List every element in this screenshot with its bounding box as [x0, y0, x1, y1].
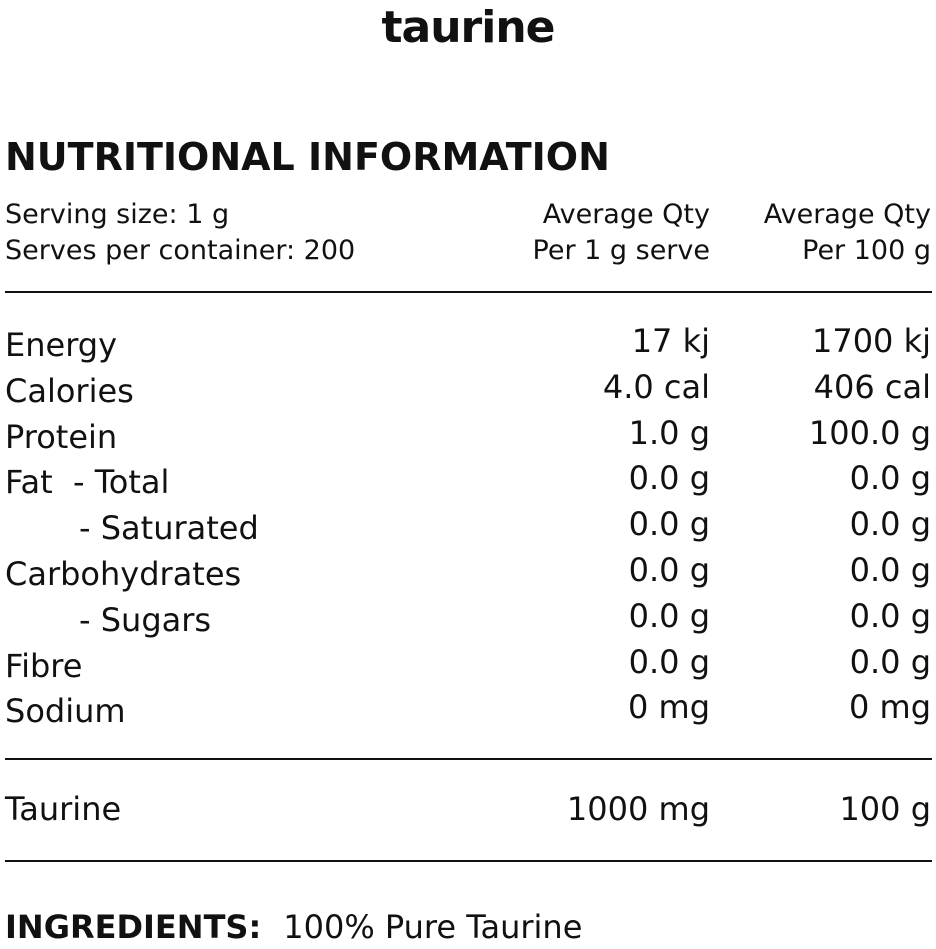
nutrient-per-100g: 406 cal — [813, 367, 931, 406]
nutrient-label: Fibre — [5, 646, 83, 685]
nutrient-per-serve: 1000 mg — [566, 790, 710, 828]
table-row-fat-saturated: - Saturated 0.0 g 0.0 g — [5, 502, 931, 548]
divider-top — [5, 291, 932, 293]
nutrient-label: Fat - Total — [5, 463, 170, 502]
nutrition-heading: NUTRITIONAL INFORMATION — [5, 135, 610, 179]
serves-per-container: Serves per container: 200 — [5, 235, 356, 266]
table-row-protein: Protein 1.0 g 100.0 g — [5, 411, 931, 457]
nutrient-label: Calories — [5, 371, 134, 410]
ingredients-label: INGREDIENTS: — [5, 908, 262, 946]
nutrient-per-serve: 0 mg — [627, 688, 710, 727]
nutrient-per-100g: 100.0 g — [808, 413, 931, 452]
col-header-per-100g-line2: Per 100 g — [802, 235, 931, 266]
nutrient-label: Energy — [5, 326, 118, 364]
nutrient-per-100g: 0.0 g — [849, 459, 931, 498]
nutrient-per-serve: 1.0 g — [628, 413, 710, 452]
nutrient-per-serve: 0.0 g — [628, 596, 710, 635]
nutrient-per-100g: 100 g — [839, 790, 931, 828]
nutrient-per-serve: 0.0 g — [628, 459, 710, 498]
nutrient-label: - Sugars — [79, 600, 212, 639]
nutrient-label: Carbohydrates — [5, 554, 242, 593]
nutrient-per-serve: 17 kj — [631, 322, 710, 360]
nutrient-per-serve: 0.0 g — [628, 550, 710, 589]
divider-bottom — [5, 860, 932, 862]
table-row-sugars: - Sugars 0.0 g 0.0 g — [5, 594, 931, 640]
table-row-carbohydrates: Carbohydrates 0.0 g 0.0 g — [5, 548, 931, 594]
table-row-sodium: Sodium 0 mg 0 mg — [5, 685, 931, 731]
col-header-per-serve-line1: Average Qty — [542, 199, 710, 230]
col-header-per-100g-line1: Average Qty — [763, 199, 931, 230]
nutrient-per-serve: 0.0 g — [628, 642, 710, 681]
serving-row-1: Serving size: 1 g Average Qty Average Qt… — [5, 197, 931, 233]
table-row-energy: Energy 17 kj 1700 kj — [5, 319, 931, 365]
table-row-calories: Calories 4.0 cal 406 cal — [5, 365, 931, 411]
table-row-fat-total: Fat - Total 0.0 g 0.0 g — [5, 456, 931, 502]
nutrient-per-100g: 0.0 g — [849, 642, 931, 681]
divider-middle — [5, 758, 932, 760]
nutrient-per-100g: 0.0 g — [849, 505, 931, 544]
serving-size: Serving size: 1 g — [5, 199, 230, 230]
nutrient-per-100g: 0 mg — [848, 688, 931, 727]
serving-info: Serving size: 1 g Average Qty Average Qt… — [5, 197, 931, 269]
nutrient-table: Energy 17 kj 1700 kj Calories 4.0 cal 40… — [5, 319, 931, 731]
nutrient-per-100g: 1700 kj — [811, 322, 931, 360]
taurine-section: Taurine 1000 mg 100 g — [5, 784, 931, 834]
nutrient-per-100g: 0.0 g — [849, 596, 931, 635]
col-header-per-serve-line2: Per 1 g serve — [532, 235, 710, 266]
nutrient-per-100g: 0.0 g — [849, 550, 931, 589]
nutrient-label: Sodium — [5, 692, 126, 731]
nutrient-label: Taurine — [5, 790, 122, 828]
table-row-taurine: Taurine 1000 mg 100 g — [5, 784, 931, 834]
brand-logo-text: taurine — [381, 2, 556, 53]
nutrient-label: - Saturated — [79, 509, 259, 548]
nutrient-per-serve: 0.0 g — [628, 505, 710, 544]
table-row-fibre: Fibre 0.0 g 0.0 g — [5, 640, 931, 686]
nutrient-label: Protein — [5, 417, 118, 456]
serving-row-2: Serves per container: 200 Per 1 g serve … — [5, 233, 931, 269]
ingredients-value: 100% Pure Taurine — [283, 908, 583, 946]
nutrient-per-serve: 4.0 cal — [602, 367, 710, 406]
ingredients-line: INGREDIENTS: 100% Pure Taurine — [5, 905, 582, 949]
